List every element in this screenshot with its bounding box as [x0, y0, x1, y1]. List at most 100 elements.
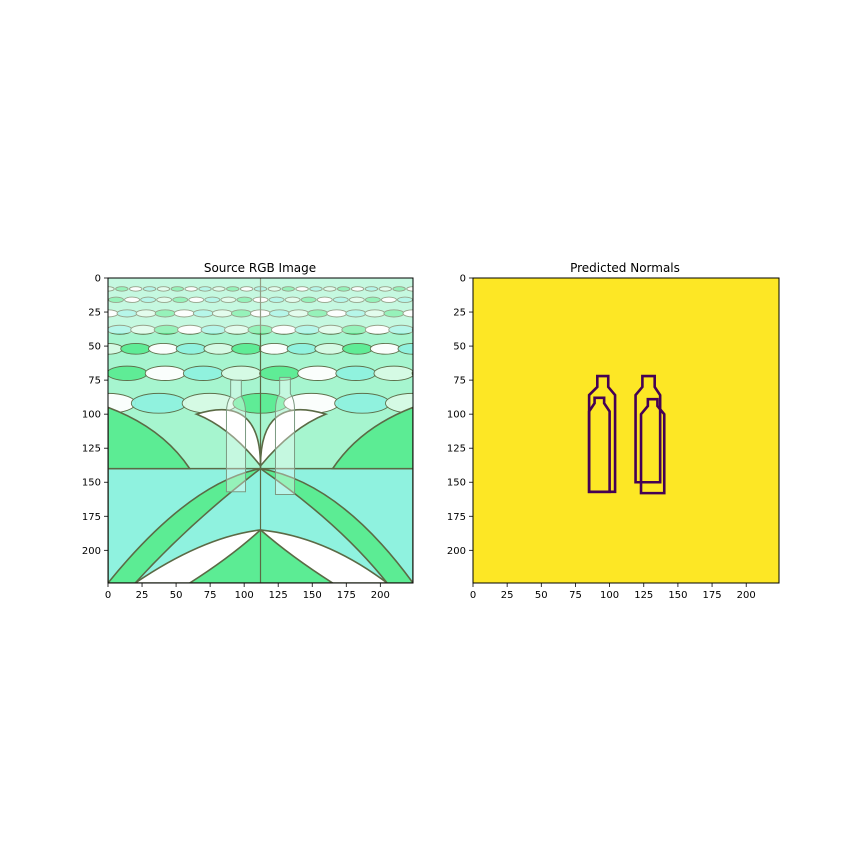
floor-tile	[115, 286, 129, 292]
bottle-outline	[634, 374, 662, 484]
y-tick-label: 0	[460, 274, 466, 285]
floor-tile	[108, 296, 124, 303]
mask-background	[473, 278, 779, 583]
floor-tile	[267, 286, 282, 292]
x-tick-label: 75	[204, 590, 217, 601]
y-tick-label: 150	[82, 478, 101, 489]
x-tick-label: 100	[600, 590, 619, 601]
floor-tile	[156, 296, 173, 303]
floor-tile	[332, 296, 349, 303]
floor-tile	[156, 286, 171, 292]
axis-ticks: 0 25 50 75 100 125 150 175 200 0 25 50 75 100 125 150 17…	[82, 274, 390, 602]
x-tick-label: 175	[703, 590, 722, 601]
floor-tile	[369, 342, 401, 355]
y-tick-label: 175	[447, 512, 466, 523]
floor-tile	[188, 296, 205, 303]
x-tick-label: 25	[136, 590, 149, 601]
floor-tile	[380, 296, 397, 303]
floor-tile	[231, 342, 263, 355]
floor-tile	[348, 296, 365, 303]
x-tick-label: 150	[303, 590, 322, 601]
floor-tile	[323, 286, 337, 292]
floor-tile	[350, 286, 365, 292]
floor-tile	[203, 342, 235, 355]
panel-title: Source RGB Image	[204, 261, 316, 275]
glass-bottle	[225, 379, 247, 493]
floor-tile	[226, 286, 240, 292]
floor-tile	[108, 286, 115, 292]
floor-tile	[402, 309, 413, 318]
y-tick-label: 150	[447, 478, 466, 489]
floor-tile	[108, 365, 148, 381]
floor-tile	[314, 342, 346, 355]
x-tick-label: 150	[668, 590, 687, 601]
glass-bottle	[274, 376, 296, 495]
floor-tile	[397, 296, 413, 303]
axes-frame	[107, 277, 414, 584]
x-tick-label: 0	[470, 590, 476, 601]
y-tick-label: 200	[82, 546, 101, 557]
y-tick-label: 50	[453, 342, 466, 353]
y-tick-label: 50	[88, 342, 101, 353]
floor-tile	[281, 286, 295, 292]
floor-tile	[175, 342, 207, 355]
floor-tile	[388, 324, 413, 335]
y-tick-label: 200	[447, 546, 466, 557]
floor-tile	[124, 296, 141, 303]
floor-tile	[378, 286, 392, 292]
panel-title: Predicted Normals	[570, 261, 680, 275]
floor-tile	[220, 365, 262, 381]
x-tick-label: 50	[535, 590, 548, 601]
x-tick-label: 25	[501, 590, 514, 601]
floor-tile	[316, 296, 333, 303]
floor-tile	[406, 286, 413, 292]
floor-tile	[411, 327, 413, 332]
floor-tile	[335, 365, 377, 381]
floor-pane	[108, 406, 192, 470]
x-tick-label: 125	[269, 590, 288, 601]
y-tick-label: 125	[82, 444, 101, 455]
floor-tile	[140, 296, 157, 303]
x-tick-label: 0	[105, 590, 111, 601]
x-tick-label: 50	[170, 590, 183, 601]
horizon-haze	[108, 278, 413, 333]
axis-ticks: 0 25 50 75 100 125 150 175 200 0 25 50 75 100 125 150 17…	[447, 274, 756, 602]
floor-tile	[364, 286, 379, 292]
floor-tile	[144, 365, 186, 381]
bottle-outline	[587, 396, 611, 494]
floor-tile	[220, 296, 237, 303]
floor-tile	[204, 296, 221, 303]
y-tick-label: 100	[447, 410, 466, 421]
y-tick-label: 25	[453, 308, 466, 319]
floor-tile	[295, 286, 309, 292]
x-tick-label: 175	[337, 590, 356, 601]
x-tick-label: 200	[737, 590, 756, 601]
normals-mask	[473, 278, 779, 583]
x-tick-label: 200	[371, 590, 390, 601]
y-tick-label: 125	[447, 444, 466, 455]
y-tick-label: 100	[82, 410, 101, 421]
floor-tile	[212, 286, 226, 292]
floor-tile	[414, 297, 429, 302]
floor-tile	[258, 342, 290, 355]
floor-tile	[129, 286, 143, 292]
floor-tile	[392, 286, 406, 292]
floor-tile	[142, 286, 157, 292]
bottle-outline	[639, 397, 666, 495]
floor-tile	[268, 296, 285, 303]
floor-tile	[236, 296, 253, 303]
floor-tile	[397, 342, 413, 355]
x-tick-label: 125	[634, 590, 653, 601]
panel-predicted-normals: Predicted Normals 0 25 50 75 100 125 150 175 200…	[447, 261, 780, 602]
y-tick-label: 75	[88, 376, 101, 387]
floor-tile	[334, 392, 391, 414]
y-tick-label: 75	[453, 376, 466, 387]
floor-tile	[120, 342, 152, 355]
floor-tile	[172, 296, 189, 303]
floor-tile	[411, 370, 413, 377]
axes-frame	[472, 277, 780, 584]
y-tick-label: 0	[95, 274, 101, 285]
floor-tile	[198, 286, 212, 292]
y-tick-label: 175	[82, 512, 101, 523]
